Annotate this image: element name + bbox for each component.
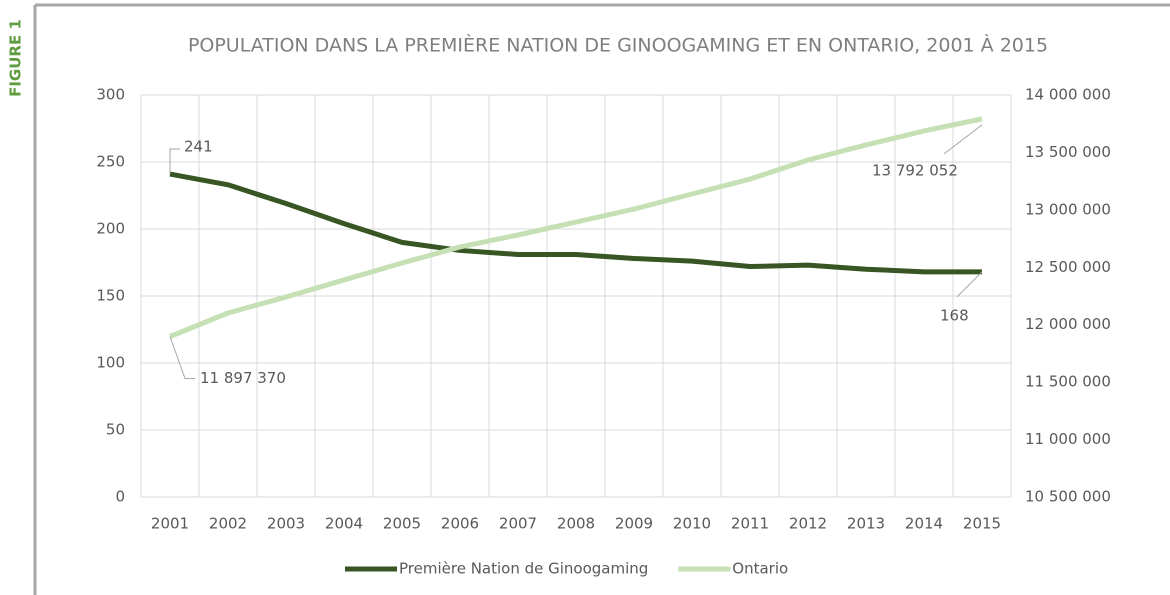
data-label: 168 [940,306,969,324]
y2-tick-label: 11 000 000 [1025,430,1111,448]
y2-tick-label: 12 500 000 [1025,258,1111,276]
y2-tick-label: 14 000 000 [1025,86,1111,104]
data-label: 13 792 052 [872,161,958,179]
data-label: 241 [184,138,213,156]
data-label: 11 897 370 [200,369,286,387]
y2-tick-label: 11 500 000 [1025,373,1111,391]
legend-label: Première Nation de Ginoogaming [399,560,648,578]
leader-line [169,148,180,175]
x-tick-label: 2010 [673,515,711,533]
series-line [169,171,982,275]
y-tick-label: 250 [96,153,125,171]
x-tick-label: 2007 [499,515,537,533]
x-tick-label: 2011 [731,515,769,533]
figure-label: FIGURE 1 [7,19,25,97]
y-tick-label: 150 [96,287,125,305]
x-tick-label: 2006 [441,515,479,533]
x-tick-label: 2004 [325,515,363,533]
y-tick-label: 300 [96,86,125,104]
x-tick-label: 2008 [557,515,595,533]
y2-tick-label: 10 500 000 [1025,488,1111,506]
y-tick-label: 100 [96,354,125,372]
y-tick-label: 50 [106,421,125,439]
x-tick-label: 2012 [789,515,827,533]
x-tick-label: 2005 [383,515,421,533]
x-tick-label: 2003 [267,515,305,533]
x-tick-label: 2002 [209,515,247,533]
leader-line [943,124,983,155]
series-line [169,116,983,339]
x-tick-label: 2009 [615,515,653,533]
x-tick-label: 2015 [963,515,1001,533]
x-tick-label: 2014 [905,515,943,533]
x-tick-label: 2013 [847,515,885,533]
y2-tick-label: 12 000 000 [1025,315,1111,333]
leader-line [169,336,195,380]
x-tick-label: 2001 [151,515,189,533]
y-tick-label: 200 [96,220,125,238]
y2-tick-label: 13 000 000 [1025,200,1111,218]
y-tick-label: 0 [115,488,125,506]
legend-label: Ontario [732,560,788,578]
leader-line [956,271,983,298]
chart-title: POPULATION DANS LA PREMIÈRE NATION DE GI… [188,34,1048,57]
y2-tick-label: 13 500 000 [1025,143,1111,161]
